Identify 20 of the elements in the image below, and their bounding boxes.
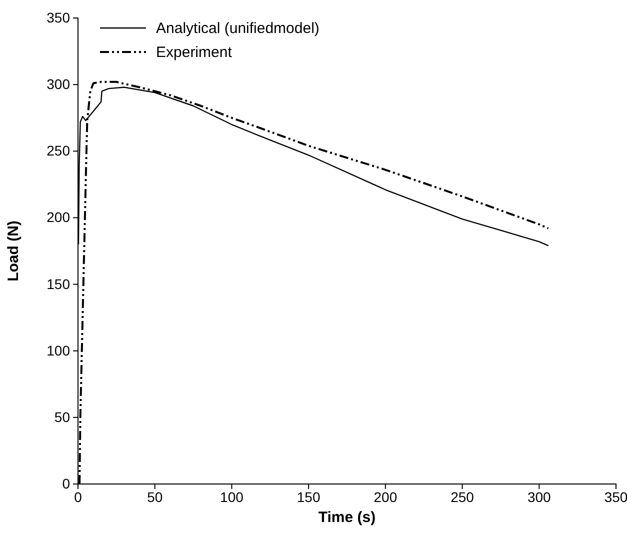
x-tick-label: 300: [527, 488, 552, 505]
y-tick-label: 100: [46, 342, 70, 358]
y-tick-label: 200: [46, 209, 70, 226]
x-tick-label: 0: [74, 488, 82, 505]
x-tick-label: 350: [604, 488, 627, 505]
y-tick-label: 0: [62, 475, 70, 492]
y-axis-title: Load (N): [5, 220, 22, 282]
y-tick-label: 250: [46, 142, 70, 159]
x-tick-label: 200: [374, 488, 398, 505]
y-tick-label: 150: [46, 276, 70, 292]
y-tick-label: 350: [46, 9, 70, 26]
x-axis-title: Time (s): [318, 509, 376, 526]
x-tick-label: 50: [147, 488, 163, 505]
legend-label: Analytical (unifiedmodel): [156, 20, 320, 37]
legend-label: Experiment: [156, 44, 233, 61]
x-tick-label: 250: [450, 488, 474, 505]
x-tick-label: 100: [220, 488, 244, 505]
y-tick-label: 50: [54, 408, 70, 425]
x-tick-label: 150: [296, 488, 320, 505]
y-tick-label: 300: [46, 76, 70, 92]
